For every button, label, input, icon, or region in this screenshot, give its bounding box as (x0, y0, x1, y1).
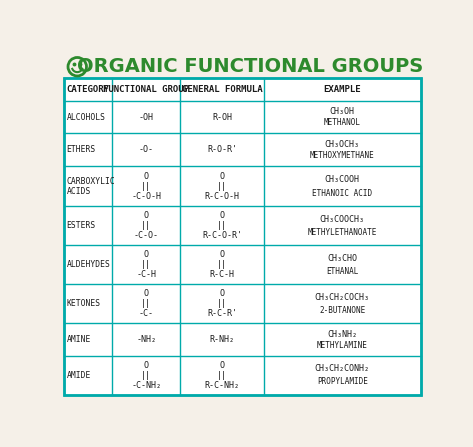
Text: R-NH₂: R-NH₂ (210, 335, 235, 344)
Text: -C-O-H: -C-O-H (131, 192, 161, 201)
Text: R-C-H: R-C-H (210, 270, 235, 279)
Text: 2-BUTANONE: 2-BUTANONE (319, 306, 365, 315)
Text: O: O (144, 211, 149, 220)
Text: -C-H: -C-H (136, 270, 156, 279)
Text: O: O (219, 172, 224, 181)
Text: R-C-NH₂: R-C-NH₂ (204, 381, 239, 390)
Text: CH₃OH: CH₃OH (330, 107, 355, 116)
Text: ETHANAL: ETHANAL (326, 267, 359, 276)
Text: ||: || (141, 181, 151, 191)
Text: ESTERS: ESTERS (67, 221, 96, 231)
Text: CATEGORY: CATEGORY (67, 85, 110, 94)
Text: CH₃CH₂CONH₂: CH₃CH₂CONH₂ (315, 364, 370, 373)
Text: ||: || (217, 181, 227, 191)
Text: ||: || (217, 261, 227, 270)
Text: O: O (219, 211, 224, 220)
Text: O: O (144, 172, 149, 181)
Text: ALDEHYDES: ALDEHYDES (67, 261, 110, 270)
Text: O: O (144, 250, 149, 259)
Text: CH₃COOH: CH₃COOH (325, 175, 360, 184)
Text: CH₃NH₂: CH₃NH₂ (327, 329, 357, 338)
Text: ORGANIC FUNCTIONAL GROUPS: ORGANIC FUNCTIONAL GROUPS (78, 57, 424, 76)
Text: AMINE: AMINE (67, 335, 91, 344)
Text: METHANOL: METHANOL (324, 118, 361, 127)
Text: O: O (144, 289, 149, 298)
Text: R-C-O-R': R-C-O-R' (202, 232, 242, 240)
Text: R-C-R': R-C-R' (207, 309, 237, 318)
Text: EXAMPLE: EXAMPLE (324, 85, 361, 94)
Text: R-OH: R-OH (212, 113, 232, 122)
Text: R-C-O-H: R-C-O-H (204, 192, 239, 201)
Text: ||: || (141, 299, 151, 308)
Text: R-O-R': R-O-R' (207, 145, 237, 154)
Text: CH₃COOCH₃: CH₃COOCH₃ (320, 215, 365, 224)
Text: ||: || (217, 299, 227, 308)
Text: ALCOHOLS: ALCOHOLS (67, 113, 105, 122)
Text: O: O (219, 289, 224, 298)
Text: O: O (219, 361, 224, 370)
Text: CH₃CHO: CH₃CHO (327, 254, 357, 263)
Text: ||: || (217, 371, 227, 380)
Text: GENERAL FORMULA: GENERAL FORMULA (182, 85, 262, 94)
Text: ETHERS: ETHERS (67, 145, 96, 154)
Text: O: O (144, 361, 149, 370)
Text: KETONES: KETONES (67, 299, 101, 308)
Text: CARBOXYLIC
ACIDS: CARBOXYLIC ACIDS (67, 177, 115, 196)
Text: METHYLETHANOATE: METHYLETHANOATE (307, 228, 377, 237)
Text: CH₃CH₂COCH₃: CH₃CH₂COCH₃ (315, 293, 370, 302)
Text: CH₃OCH₃: CH₃OCH₃ (325, 139, 360, 149)
Text: -C-NH₂: -C-NH₂ (131, 381, 161, 390)
Text: PROPYLAMIDE: PROPYLAMIDE (317, 377, 368, 386)
Text: ||: || (141, 261, 151, 270)
Text: O: O (219, 250, 224, 259)
Text: ETHANOIC ACID: ETHANOIC ACID (312, 189, 372, 198)
Text: ||: || (141, 221, 151, 231)
Text: METHYLAMINE: METHYLAMINE (317, 341, 368, 350)
Text: METHOXYMETHANE: METHOXYMETHANE (310, 151, 375, 160)
Text: -C-O-: -C-O- (134, 232, 158, 240)
Text: -O-: -O- (139, 145, 154, 154)
Text: FUNCTIONAL GROUP: FUNCTIONAL GROUP (103, 85, 189, 94)
Text: ||: || (141, 371, 151, 380)
Text: -C-: -C- (139, 309, 154, 318)
Text: ||: || (217, 221, 227, 231)
Text: AMIDE: AMIDE (67, 371, 91, 380)
Text: -OH: -OH (139, 113, 154, 122)
Text: -NH₂: -NH₂ (136, 335, 156, 344)
